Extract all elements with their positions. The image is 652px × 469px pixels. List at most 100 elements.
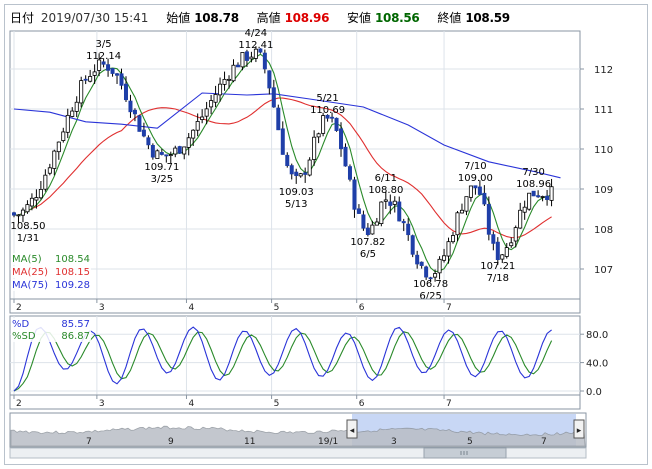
- candle-up: [25, 204, 30, 213]
- candle-up: [92, 71, 97, 76]
- navigator-handle-right: [573, 419, 585, 439]
- legend-value: 108.54: [55, 254, 90, 265]
- price-annotation: 112.41: [238, 40, 273, 51]
- candle-down: [123, 83, 128, 101]
- price-annotation: 7/18: [487, 273, 509, 284]
- candle-down: [128, 100, 133, 113]
- candle-up: [173, 147, 178, 155]
- candle-down: [347, 166, 352, 180]
- close-label: 終値: [437, 11, 462, 25]
- candle-up: [195, 121, 200, 131]
- candle-down: [334, 117, 339, 131]
- candle-down: [276, 107, 281, 131]
- legend-bg: [11, 318, 91, 330]
- x-axis-stochastic: 2 3 4 5 6 7: [13, 395, 452, 409]
- candle-up: [65, 114, 70, 133]
- price-annotation: 109.71: [144, 162, 179, 173]
- x-tick-label: 6: [359, 303, 365, 313]
- navigator-tick-label: 7: [541, 437, 547, 447]
- candle-down: [303, 172, 308, 175]
- candle-down: [258, 48, 263, 53]
- candle-up: [240, 52, 245, 68]
- candle-down: [339, 128, 344, 150]
- price-grid: [10, 31, 580, 299]
- candle-up: [56, 141, 61, 153]
- navigator[interactable]: 7 9 11 19/1 3 5 7 ◂ ▸: [10, 414, 586, 447]
- legend-name: MA(5): [12, 254, 42, 265]
- candle-down: [137, 115, 142, 132]
- candle-down: [141, 129, 146, 137]
- legend-value: 85.57: [61, 319, 90, 330]
- legend-value: 86.87: [61, 331, 90, 342]
- candle-down: [491, 234, 496, 244]
- candle-down: [280, 128, 285, 155]
- candle-up: [200, 116, 205, 120]
- price-annotation: 3/5: [96, 39, 112, 50]
- candle-up: [455, 212, 460, 236]
- candle-up: [155, 150, 160, 159]
- candle-up: [218, 83, 223, 96]
- candle-down: [325, 114, 330, 119]
- close-value: 108.59: [465, 11, 510, 25]
- candle-down: [365, 227, 370, 236]
- candle-down: [397, 201, 402, 222]
- open-value: 108.78: [194, 11, 239, 25]
- candle-down: [401, 221, 406, 224]
- price-annotation: 3/25: [151, 174, 173, 185]
- candle-up: [298, 173, 303, 177]
- x-tick-label: 5: [274, 303, 280, 313]
- x-axis-strip: [9, 298, 581, 314]
- price-annotation: 110.69: [310, 105, 345, 116]
- candle-down: [289, 165, 294, 175]
- candle-up: [504, 247, 509, 257]
- candle-up: [316, 133, 321, 138]
- candle-up: [29, 197, 34, 207]
- candle-down: [244, 51, 249, 61]
- candle-up: [464, 196, 469, 212]
- candle-down: [477, 186, 482, 195]
- scrollbar-track[interactable]: [9, 447, 587, 459]
- candle-up: [20, 209, 25, 216]
- candle-down: [294, 171, 299, 176]
- candle-up: [253, 48, 258, 59]
- low-value: 108.56: [374, 11, 420, 25]
- candle-up: [370, 224, 375, 235]
- candle-up: [182, 146, 187, 155]
- candle-up: [70, 110, 75, 117]
- ma5-line: [13, 53, 552, 273]
- candle-down: [473, 185, 478, 189]
- navigator-handle-left-icon: ◂: [350, 426, 355, 436]
- candle-up: [451, 235, 456, 243]
- candle-down: [150, 144, 155, 158]
- candle-down: [356, 208, 361, 214]
- candle-up: [540, 196, 545, 198]
- legend-value: 109.28: [55, 280, 90, 291]
- candle-down: [406, 223, 411, 236]
- candlesticks: [11, 46, 554, 283]
- candle-up: [513, 227, 518, 242]
- scrollbar-thumb[interactable]: [423, 447, 507, 459]
- legend-name: MA(25): [12, 267, 48, 278]
- candle-down: [285, 154, 290, 167]
- price-panel: [9, 30, 581, 300]
- sd-line: [13, 331, 553, 392]
- stochastic-lines: [13, 326, 553, 392]
- x-tick-label: 2: [16, 303, 22, 313]
- candle-up: [383, 199, 388, 202]
- x-tick-label: 4: [188, 399, 194, 409]
- candle-down: [132, 109, 137, 115]
- candle-down: [531, 190, 536, 197]
- price-annotation: 108.80: [368, 185, 403, 196]
- y-tick-label: 110: [594, 145, 613, 156]
- x-tick-label: 7: [446, 303, 452, 313]
- x-tick-label: 3: [99, 399, 105, 409]
- price-annotation: 6/11: [375, 173, 397, 184]
- candle-down: [330, 116, 335, 119]
- candle-down: [428, 277, 433, 280]
- x-tick-label: 2: [16, 399, 22, 409]
- ma-legend: MA(5) 108.54 MA(25) 108.15 MA(75) 109.28: [11, 253, 91, 291]
- candle-down: [235, 64, 240, 68]
- candle-up: [61, 131, 66, 141]
- y-tick-label: 112: [594, 65, 613, 76]
